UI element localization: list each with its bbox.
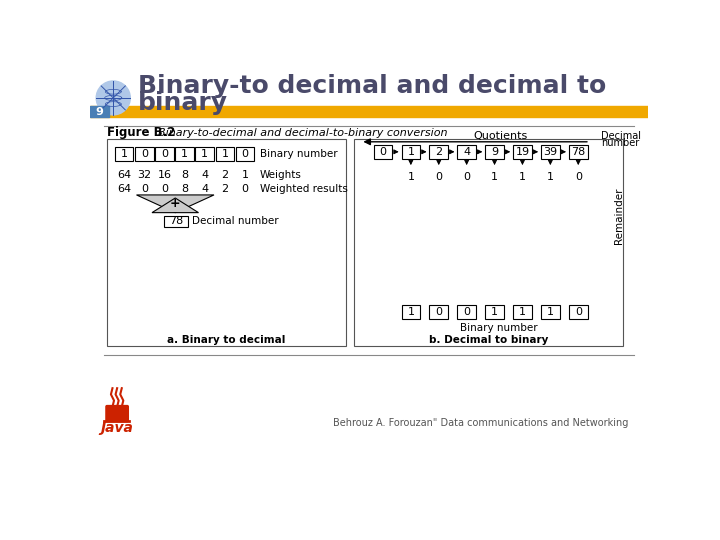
Text: Remainder: Remainder: [614, 187, 624, 244]
Text: 1: 1: [408, 172, 414, 182]
Text: Binary number: Binary number: [460, 323, 538, 333]
Text: 1: 1: [408, 147, 414, 157]
Bar: [402, 305, 420, 319]
Bar: [429, 305, 448, 319]
Text: number: number: [601, 138, 640, 147]
Bar: [374, 145, 392, 159]
Circle shape: [96, 81, 130, 115]
Bar: [235, 147, 254, 161]
Text: Binary-to-decimal and decimal-to-binary conversion: Binary-to-decimal and decimal-to-binary …: [158, 127, 448, 138]
Text: Figure B.2: Figure B.2: [107, 126, 176, 139]
Text: b. Decimal to binary: b. Decimal to binary: [428, 335, 548, 345]
Text: 4: 4: [463, 147, 470, 157]
Text: 1: 1: [547, 307, 554, 317]
Text: 2: 2: [221, 184, 228, 194]
Bar: [513, 305, 532, 319]
Text: 0: 0: [161, 149, 168, 159]
FancyBboxPatch shape: [107, 406, 128, 421]
Text: 78: 78: [571, 147, 585, 157]
Bar: [541, 305, 559, 319]
Text: 1: 1: [491, 172, 498, 182]
Text: +: +: [170, 197, 181, 210]
Text: 0: 0: [575, 307, 582, 317]
Bar: [457, 305, 476, 319]
Text: 0: 0: [161, 184, 168, 194]
Bar: [114, 147, 133, 161]
Text: 0: 0: [241, 149, 248, 159]
Text: 32: 32: [138, 170, 151, 180]
Bar: [135, 147, 153, 161]
Bar: [457, 145, 476, 159]
Text: 0: 0: [463, 307, 470, 317]
Text: 4: 4: [201, 184, 208, 194]
Text: 1: 1: [491, 307, 498, 317]
Bar: [569, 145, 588, 159]
Bar: [175, 147, 194, 161]
Text: 1: 1: [201, 149, 208, 159]
Text: 1: 1: [519, 172, 526, 182]
Text: 1: 1: [121, 149, 127, 159]
Bar: [429, 145, 448, 159]
Bar: [155, 147, 174, 161]
Bar: [163, 215, 189, 227]
Text: 9: 9: [95, 107, 103, 117]
Text: 19: 19: [516, 147, 529, 157]
Text: 4: 4: [201, 170, 208, 180]
Bar: [195, 147, 214, 161]
Text: a. Binary to decimal: a. Binary to decimal: [167, 335, 286, 345]
Bar: [354, 139, 624, 346]
Text: 1: 1: [408, 307, 414, 317]
Text: 0: 0: [436, 307, 442, 317]
Bar: [569, 305, 588, 319]
Text: 0: 0: [575, 172, 582, 182]
Text: 1: 1: [241, 170, 248, 180]
Text: 64: 64: [117, 170, 131, 180]
Polygon shape: [137, 195, 214, 213]
Text: Weights: Weights: [260, 170, 302, 180]
Text: binary: binary: [138, 91, 228, 116]
Polygon shape: [152, 198, 199, 213]
Text: 1: 1: [519, 307, 526, 317]
Bar: [90, 106, 109, 117]
Text: Binary number: Binary number: [260, 149, 338, 159]
Text: 0: 0: [241, 184, 248, 194]
Bar: [402, 145, 420, 159]
Text: Java: Java: [101, 421, 134, 435]
Text: Behrouz A. Forouzan" Data communications and Networking: Behrouz A. Forouzan" Data communications…: [333, 418, 629, 428]
Bar: [485, 145, 504, 159]
Bar: [107, 139, 346, 346]
Text: Decimal number: Decimal number: [192, 217, 279, 226]
Text: 0: 0: [463, 172, 470, 182]
Text: 2: 2: [435, 147, 442, 157]
Text: 39: 39: [544, 147, 557, 157]
Text: Binary-to decimal and decimal to: Binary-to decimal and decimal to: [138, 73, 606, 98]
Text: 2: 2: [221, 170, 228, 180]
Text: 0: 0: [379, 147, 387, 157]
Text: 1: 1: [181, 149, 188, 159]
Bar: [90, 106, 648, 117]
Text: Weighted results: Weighted results: [260, 184, 348, 194]
Text: 9: 9: [491, 147, 498, 157]
Text: Decimal: Decimal: [601, 131, 642, 141]
Text: 64: 64: [117, 184, 131, 194]
Bar: [541, 145, 559, 159]
Text: 0: 0: [140, 184, 148, 194]
Text: 16: 16: [158, 170, 171, 180]
Text: 0: 0: [436, 172, 442, 182]
Bar: [485, 305, 504, 319]
Text: 78: 78: [169, 217, 183, 226]
Bar: [215, 147, 234, 161]
Text: Quotients: Quotients: [474, 131, 528, 141]
Text: 1: 1: [221, 149, 228, 159]
Text: 0: 0: [140, 149, 148, 159]
Bar: [513, 145, 532, 159]
Text: 8: 8: [181, 170, 188, 180]
Text: 8: 8: [181, 184, 188, 194]
Text: 1: 1: [547, 172, 554, 182]
